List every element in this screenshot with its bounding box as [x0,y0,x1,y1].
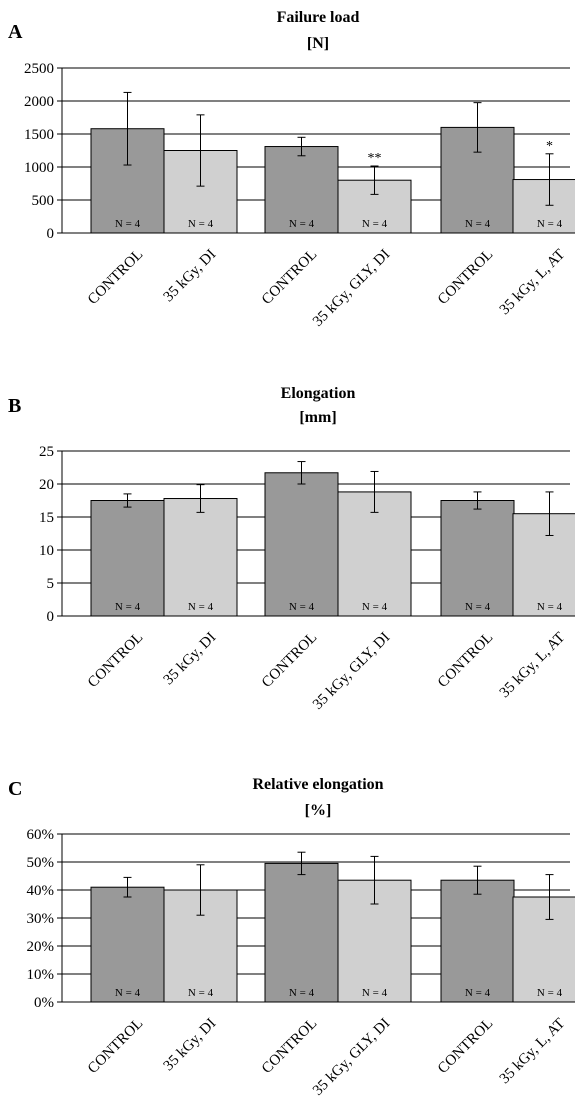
y-tick-label: 5 [47,576,55,592]
panel-letter: A [8,21,23,43]
plot-area: 0 500 1000 1500 2000 2500 N = 4 CONTROL N = 4 35 … [24,61,575,330]
y-tick-label: 10% [27,967,55,983]
x-tick-label: CONTROL [85,1016,146,1077]
plot-area: 0 5 10 15 20 25 N = 4 CONTROL N = 4 35 kGy, DI N =… [39,444,575,713]
x-tick-label: 35 kGy, GLY, DI [310,630,393,713]
y-tick-label: 500 [32,193,55,209]
x-tick-label: 35 kGy, GLY, DI [310,247,393,330]
bar [90,886,165,1003]
y-tick-label: 1500 [24,127,54,143]
y-tick-label: 0 [47,226,55,242]
x-tick-label: 35 kGy, DI [161,1016,220,1075]
x-tick-label: CONTROL [259,1016,320,1077]
n-label: N = 4 [188,601,214,613]
chart-title: Failure load [277,9,360,26]
y-tick-label: 1000 [24,160,54,176]
y-tick-label: 2000 [24,94,54,110]
x-tick-label: 35 kGy, L, AT [497,630,569,702]
x-tick-label: 35 kGy, GLY, DI [310,1016,393,1099]
n-label: N = 4 [537,218,563,230]
chart-panel-b: B Elongation [mm] 0 5 10 15 20 25 N = 4 CONTROL… [8,385,575,713]
plot-area: 0% 10% 20% 30% 40% 50% 60% N = 4 CONTROL N = 4 35 … [27,827,575,1099]
bar [264,862,339,1003]
n-label: N = 4 [362,987,388,999]
panel-letter: B [8,395,21,417]
n-label: N = 4 [465,987,491,999]
y-tick-label: 20% [27,939,55,955]
x-tick-label: CONTROL [85,630,146,691]
x-tick-label: CONTROL [259,247,320,308]
x-tick-label: 35 kGy, DI [161,630,220,689]
significance-marker: ** [368,151,382,166]
x-tick-label: CONTROL [259,630,320,691]
bar [440,500,515,617]
y-tick-label: 60% [27,827,55,843]
chart-unit: [%] [305,802,332,819]
chart-unit: [mm] [299,409,336,426]
x-tick-label: CONTROL [435,247,496,308]
x-tick-label: 35 kGy, L, AT [497,247,569,319]
n-label: N = 4 [289,987,315,999]
y-tick-label: 40% [27,883,55,899]
bar [512,896,575,1003]
y-tick-label: 30% [27,911,55,927]
n-label: N = 4 [362,601,388,613]
chart-title: Elongation [281,385,356,402]
n-label: N = 4 [537,601,563,613]
x-tick-label: 35 kGy, DI [161,247,220,306]
bar [90,500,165,617]
n-label: N = 4 [289,218,315,230]
n-label: N = 4 [289,601,315,613]
n-label: N = 4 [115,987,141,999]
n-label: N = 4 [465,601,491,613]
n-label: N = 4 [465,218,491,230]
bar [440,879,515,1003]
bar [163,498,238,617]
panel-letter: C [8,778,22,800]
bar [264,472,339,617]
x-tick-label: CONTROL [435,630,496,691]
x-tick-label: CONTROL [85,247,146,308]
chart-panel-c: C Relative elongation [%] 0% 10% 20% 30% 40%… [8,776,575,1099]
y-tick-label: 2500 [24,61,54,77]
y-tick-label: 20 [39,477,54,493]
n-label: N = 4 [115,601,141,613]
y-tick-label: 0 [47,609,55,625]
n-label: N = 4 [115,218,141,230]
x-tick-label: 35 kGy, L, AT [497,1016,569,1088]
y-tick-label: 15 [39,510,54,526]
n-label: N = 4 [362,218,388,230]
n-label: N = 4 [188,218,214,230]
chart-title: Relative elongation [252,776,383,793]
n-label: N = 4 [188,987,214,999]
significance-marker: * [546,139,553,154]
y-tick-label: 0% [34,995,54,1011]
bar [512,513,575,617]
chart-panel-a: A Failure load [N] 0 500 1000 1500 2000 2500 N… [8,9,575,330]
y-tick-label: 50% [27,855,55,871]
y-tick-label: 10 [39,543,54,559]
y-tick-label: 25 [39,444,54,460]
n-label: N = 4 [537,987,563,999]
x-tick-label: CONTROL [435,1016,496,1077]
chart-unit: [N] [307,35,329,52]
